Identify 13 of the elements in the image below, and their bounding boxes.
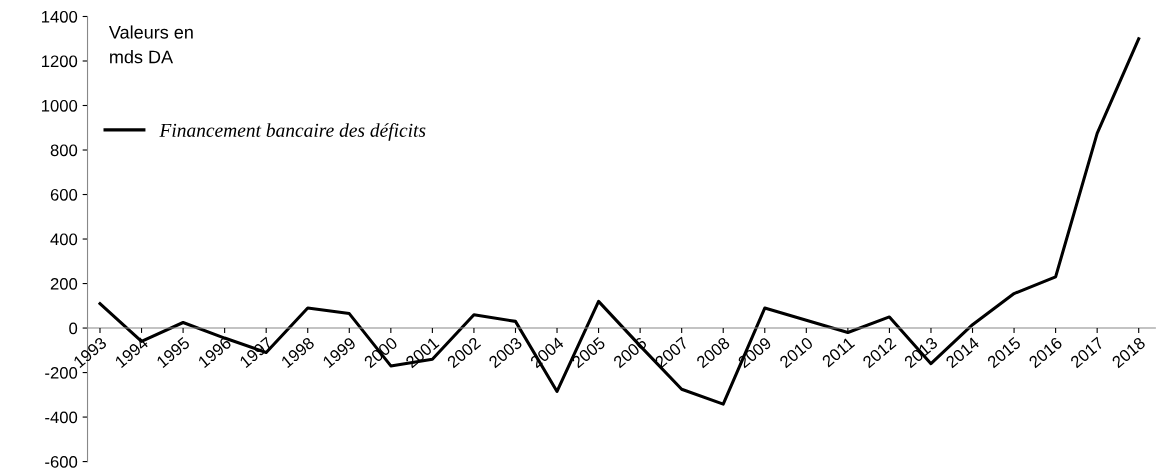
- annotation: Valeurs en mds DA: [108, 25, 193, 64]
- y-tick-label: 200: [50, 277, 78, 290]
- y-tick-label: 1400: [42, 10, 78, 23]
- y-tick-label: -200: [45, 366, 78, 379]
- y-tick-label: 400: [50, 233, 78, 246]
- y-tick-label: 0: [69, 322, 78, 335]
- y-tick-label: -600: [45, 455, 78, 468]
- legend-label: Financement bancaire des déficits: [159, 123, 426, 141]
- y-tick-label: 800: [50, 144, 78, 157]
- y-tick-label: 600: [50, 188, 78, 201]
- y-tick-label: -400: [45, 411, 78, 424]
- y-tick-label: 1200: [42, 55, 78, 68]
- y-tick-label: 1000: [42, 99, 78, 112]
